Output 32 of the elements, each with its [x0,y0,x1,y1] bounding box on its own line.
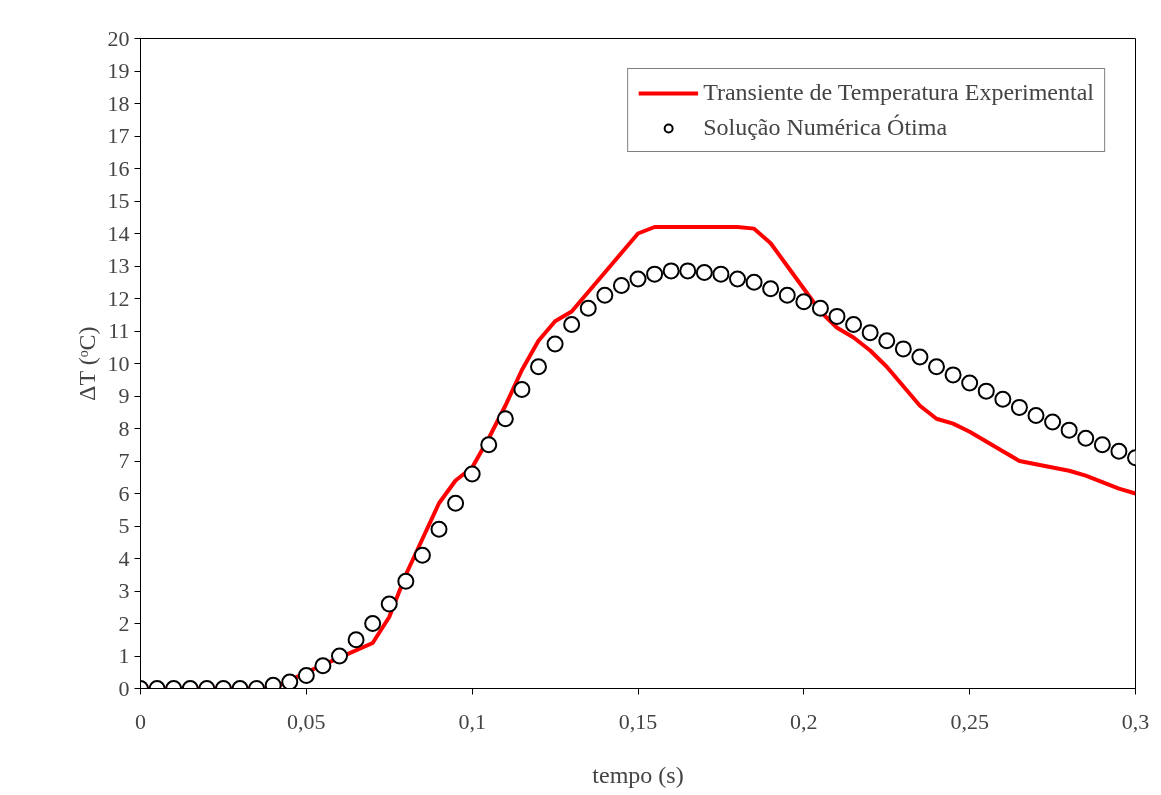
x-tick-label: 0,3 [1121,708,1150,734]
y-tick-label: 9 [118,383,130,408]
y-tick-label: 12 [107,285,130,311]
y-tick-label: 15 [107,188,130,213]
x-tick-label: 0,05 [287,708,326,734]
y-tick-label: 5 [118,513,130,538]
y-tick-label: 13 [107,253,130,278]
y-tick-label: 4 [118,545,130,571]
x-tick-label: 0 [135,708,146,734]
x-tick-label: 0,2 [790,708,818,734]
y-tick-label: 1 [118,643,130,668]
y-tick-label: 20 [107,25,130,51]
x-axis-title: tempo (s) [592,761,684,788]
y-tick-label: 18 [107,90,130,116]
y-tick-label: 2 [118,610,130,636]
y-tick-label: 0 [118,675,130,701]
y-tick-label: 6 [118,480,130,506]
y-tick-label: 14 [107,220,130,246]
y-tick-label: 10 [107,350,130,376]
y-tick-label: 11 [108,318,130,343]
legend-label: Transiente de Temperatura Experimental [703,79,1094,106]
y-tick-label: 19 [107,58,130,83]
y-tick-label: 7 [118,448,130,473]
y-tick-label: 16 [107,155,130,181]
y-tick-label: 8 [118,415,130,441]
legend-label: Solução Numérica Ótima [703,114,948,141]
x-tick-label: 0,25 [950,708,989,734]
y-tick-label: 17 [107,123,130,148]
x-tick-label: 0,1 [458,708,486,734]
y-axis-title: ΔT (ᵒC) [73,326,100,401]
x-tick-label: 0,15 [618,708,658,734]
y-tick-label: 3 [118,578,130,603]
